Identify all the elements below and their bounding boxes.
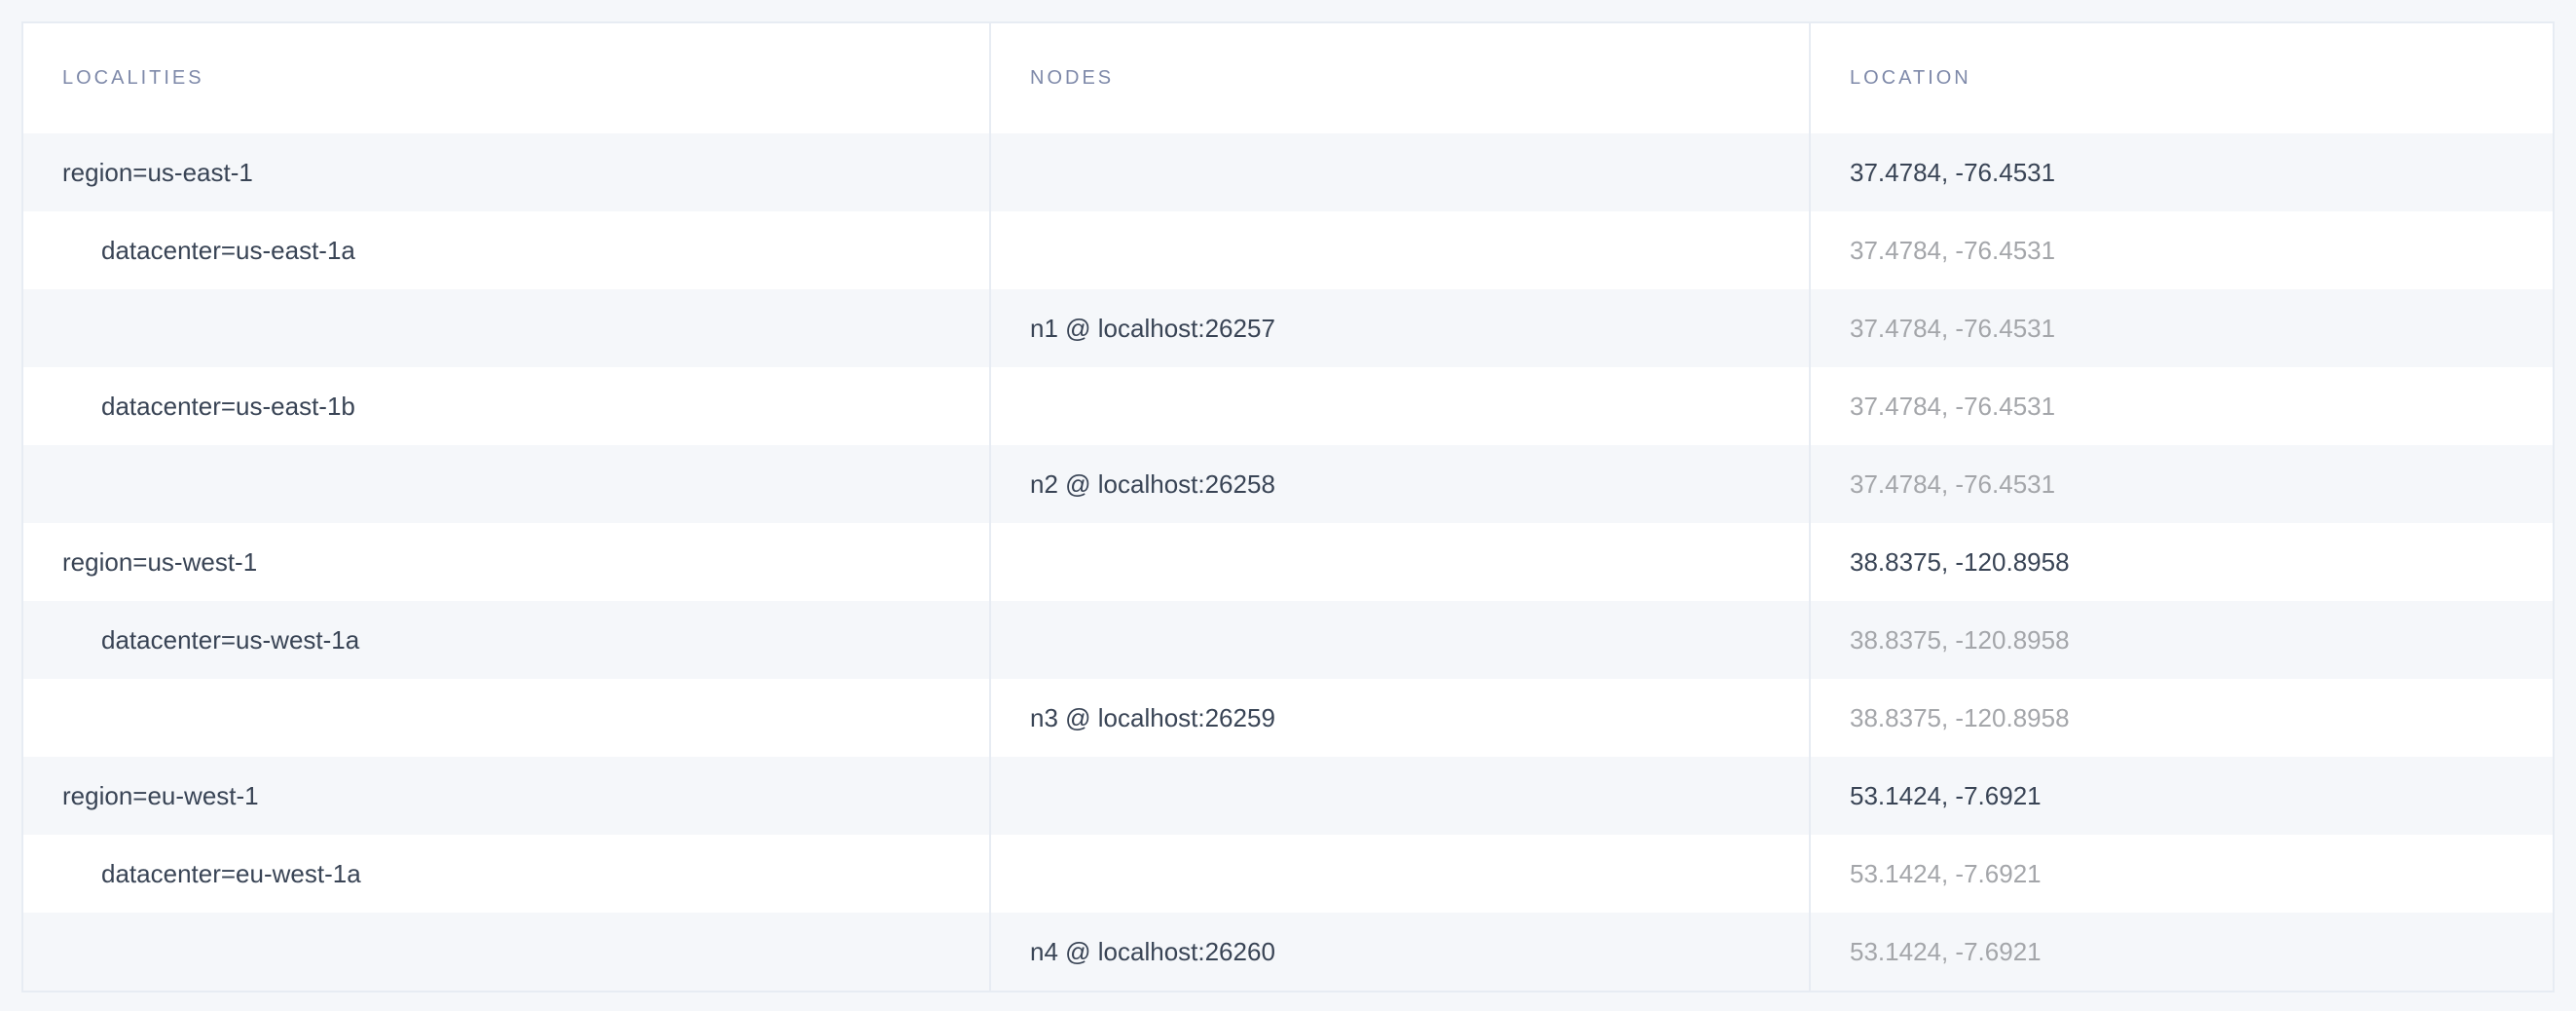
column-header-localities: LOCALITIES (23, 23, 991, 133)
table-row: n2 @ localhost:26258 37.4784, -76.4531 (23, 445, 2553, 523)
location-cell: 37.4784, -76.4531 (1850, 391, 2056, 421)
table-row: region=us-west-1 38.8375, -120.8958 (23, 523, 2553, 601)
locality-cell: region=us-west-1 (23, 523, 991, 601)
table-body: region=us-east-1 37.4784, -76.4531 datacen… (23, 133, 2553, 991)
table-row: datacenter=eu-west-1a 53.1424, -7.6921 (23, 835, 2553, 913)
table-row: n4 @ localhost:26260 53.1424, -7.6921 (23, 913, 2553, 991)
locality-cell: datacenter=us-east-1b (23, 367, 991, 445)
table-row: region=us-east-1 37.4784, -76.4531 (23, 133, 2553, 211)
table-header: LOCALITIES NODES LOCATION (23, 23, 2553, 133)
locality-cell: datacenter=us-east-1a (23, 211, 991, 289)
node-cell (991, 601, 1811, 679)
location-cell: 38.8375, -120.8958 (1850, 702, 2070, 732)
node-cell (991, 835, 1811, 913)
table-row: n3 @ localhost:26259 38.8375, -120.8958 (23, 679, 2553, 757)
node-cell (991, 757, 1811, 835)
location-cell: 53.1424, -7.6921 (1850, 780, 2042, 810)
node-cell (991, 133, 1811, 211)
node-cell (991, 211, 1811, 289)
locality-cell (23, 289, 991, 367)
location-cell: 38.8375, -120.8958 (1850, 624, 2070, 655)
location-cell: 37.4784, -76.4531 (1850, 468, 2056, 499)
locality-cell (23, 913, 991, 991)
locality-cell: region=eu-west-1 (23, 757, 991, 835)
locality-cell: datacenter=eu-west-1a (23, 835, 991, 913)
location-cell: 38.8375, -120.8958 (1850, 546, 2070, 577)
location-cell: 53.1424, -7.6921 (1850, 858, 2042, 888)
table-row: n1 @ localhost:26257 37.4784, -76.4531 (23, 289, 2553, 367)
table-row: datacenter=us-west-1a 38.8375, -120.8958 (23, 601, 2553, 679)
node-cell: n1 @ localhost:26257 (991, 289, 1811, 367)
location-cell: 37.4784, -76.4531 (1850, 313, 2056, 343)
localities-table: LOCALITIES NODES LOCATION region=us-east… (21, 21, 2555, 992)
node-cell: n2 @ localhost:26258 (991, 445, 1811, 523)
column-header-location: LOCATION (1850, 67, 1971, 89)
location-cell: 37.4784, -76.4531 (1850, 235, 2056, 265)
table-row: datacenter=us-east-1b 37.4784, -76.4531 (23, 367, 2553, 445)
locality-cell: region=us-east-1 (23, 133, 991, 211)
node-cell (991, 523, 1811, 601)
locality-cell (23, 679, 991, 757)
node-cell (991, 367, 1811, 445)
node-cell: n3 @ localhost:26259 (991, 679, 1811, 757)
locality-cell (23, 445, 991, 523)
column-header-nodes: NODES (991, 23, 1811, 133)
node-cell: n4 @ localhost:26260 (991, 913, 1811, 991)
location-cell: 37.4784, -76.4531 (1850, 157, 2056, 187)
location-cell: 53.1424, -7.6921 (1850, 936, 2042, 966)
table-row: region=eu-west-1 53.1424, -7.6921 (23, 757, 2553, 835)
table-row: datacenter=us-east-1a 37.4784, -76.4531 (23, 211, 2553, 289)
locality-cell: datacenter=us-west-1a (23, 601, 991, 679)
